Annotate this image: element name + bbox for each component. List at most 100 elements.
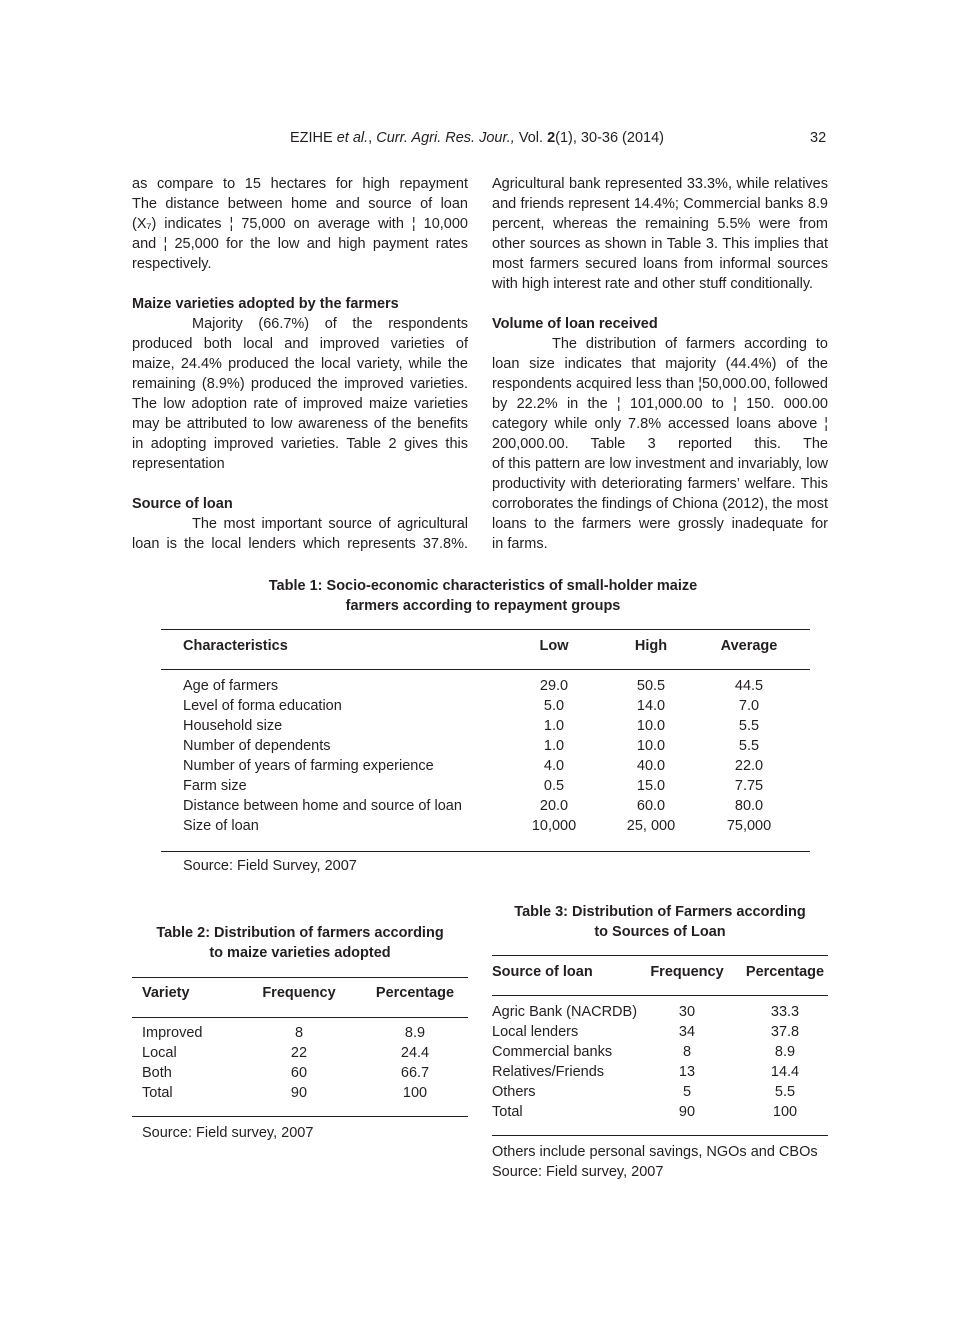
table-cell: 14.0 — [636, 698, 666, 714]
paragraph-line: may be attributed to low awareness of th… — [132, 416, 468, 432]
section-heading: Volume of loan received — [492, 316, 658, 332]
paragraph-line: The most important source of agricultura… — [192, 516, 468, 532]
column-header: Percentage — [745, 964, 825, 980]
running-header: EZIHE et al., Curr. Agri. Res. Jour., Vo… — [290, 130, 664, 146]
table-rule — [492, 1135, 828, 1136]
column-header: Low — [539, 638, 569, 654]
paragraph-line: respondents acquired less than ¦50,000.0… — [492, 376, 828, 392]
header-vol: 2 — [547, 130, 556, 146]
column-header: Average — [720, 638, 778, 654]
table-cell: Total — [492, 1104, 523, 1120]
table-cell: 7.0 — [738, 698, 760, 714]
table-rule — [132, 1017, 468, 1018]
table-cell: Number of years of farming experience — [183, 758, 434, 774]
table-cell: 60.0 — [636, 798, 666, 814]
page-number: 32 — [810, 130, 827, 146]
table-cell: 60 — [290, 1065, 308, 1081]
table-cell: 10.0 — [636, 738, 666, 754]
table-cell: 100 — [402, 1085, 428, 1101]
table-cell: 30 — [678, 1004, 696, 1020]
table-cell: Local — [142, 1045, 177, 1061]
table-title: Table 2: Distribution of farmers accordi… — [156, 925, 444, 941]
paragraph-line: remaining (8.9%) produced the improved v… — [132, 376, 468, 392]
paragraph-line: as compare to 15 hectares for high repay… — [132, 176, 468, 192]
table-rule — [132, 977, 468, 978]
table-cell: 40.0 — [636, 758, 666, 774]
table-cell: 5.0 — [543, 698, 565, 714]
paragraph-line: of this pattern are low investment and i… — [492, 456, 828, 472]
table-cell: Commercial banks — [492, 1044, 613, 1060]
table-cell: Both — [142, 1065, 172, 1081]
table-cell: 22 — [290, 1045, 308, 1061]
paragraph-line: corroborates the findings of Chiona (201… — [492, 496, 828, 512]
table-cell: Improved — [142, 1025, 203, 1041]
table-note: Others include personal savings, NGOs an… — [492, 1144, 818, 1160]
table-cell: 8.9 — [774, 1044, 796, 1060]
column-header: Source of loan — [492, 964, 593, 980]
table-title: Table 3: Distribution of Farmers accordi… — [514, 904, 806, 920]
table-rule — [492, 955, 828, 956]
column-header: Frequency — [650, 964, 724, 980]
column-header: Characteristics — [183, 638, 288, 654]
table-cell: 8 — [682, 1044, 692, 1060]
paragraph-line: most farmers secured loans from informal… — [492, 256, 828, 272]
header-etal: et al. — [336, 130, 369, 146]
table-cell: Size of loan — [183, 818, 259, 834]
paragraph-line: maize, 24.4% produced the local variety,… — [132, 356, 468, 372]
table-cell: 22.0 — [734, 758, 764, 774]
header-issue-pages: (1), 30-36 (2014) — [555, 130, 664, 146]
paragraph-line: other sources as shown in Table 3. This … — [492, 236, 828, 252]
table-cell: Number of dependents — [183, 738, 331, 754]
header-journal: Curr. Agri. Res. Jour., — [376, 130, 515, 146]
paragraph-line: loan size indicates that majority (44.4%… — [492, 356, 828, 372]
table-cell: Relatives/Friends — [492, 1064, 605, 1080]
table-cell: 37.8 — [770, 1024, 800, 1040]
section-heading: Source of loan — [132, 496, 233, 512]
table-cell: 5 — [682, 1084, 692, 1100]
table-cell: Others — [492, 1084, 536, 1100]
table-cell: 4.0 — [543, 758, 565, 774]
paragraph-line: respectively. — [132, 256, 212, 272]
section-heading: Maize varieties adopted by the farmers — [132, 296, 399, 312]
table-rule — [161, 669, 810, 670]
paragraph-line: and friends represent 14.4%; Commercial … — [492, 196, 828, 212]
table-cell: Total — [142, 1085, 173, 1101]
table-cell: 80.0 — [734, 798, 764, 814]
table-cell: 5.5 — [738, 718, 760, 734]
paragraph-line: The low adoption rate of improved maize … — [132, 396, 468, 412]
table-title: to Sources of Loan — [594, 924, 726, 940]
paragraph-line: in adopting improved varieties. Table 2 … — [132, 436, 468, 452]
paragraph-line: percent, whereas the remaining 5.5% were… — [492, 216, 828, 232]
table-cell: 14.4 — [770, 1064, 800, 1080]
table-cell: 8 — [294, 1025, 304, 1041]
table-cell: 100 — [772, 1104, 798, 1120]
paragraph-line: representation — [132, 456, 225, 472]
table-cell: 5.5 — [774, 1084, 796, 1100]
table-note: Source: Field Survey, 2007 — [183, 858, 357, 874]
paragraph-line: by 22.2% in the ¦ 101,000.00 to ¦ 150. 0… — [492, 396, 828, 412]
table-title: farmers according to repayment groups — [345, 598, 621, 614]
column-header: High — [634, 638, 668, 654]
table-cell: 1.0 — [543, 738, 565, 754]
table-cell: 1.0 — [543, 718, 565, 734]
table-cell: 50.5 — [636, 678, 666, 694]
table-cell: 5.5 — [738, 738, 760, 754]
table-cell: 34 — [678, 1024, 696, 1040]
table-note: Source: Field survey, 2007 — [492, 1164, 664, 1180]
table-cell: 44.5 — [734, 678, 764, 694]
paragraph-line: 200,000.00. Table 3 reported this. The c… — [492, 436, 828, 452]
table-cell: 0.5 — [543, 778, 565, 794]
paragraph-line: produced both local and improved varieti… — [132, 336, 468, 352]
table-cell: Distance between home and source of loan — [183, 798, 462, 814]
table-cell: Household size — [183, 718, 283, 734]
table-cell: 20.0 — [539, 798, 569, 814]
table-rule — [161, 851, 810, 852]
table-cell: Local lenders — [492, 1024, 579, 1040]
table-cell: 25, 000 — [626, 818, 676, 834]
paragraph-line: loan is the local lenders which represen… — [132, 536, 468, 552]
table-cell: 13 — [678, 1064, 696, 1080]
paragraph-line: in farms. — [492, 536, 548, 552]
column-header: Frequency — [262, 985, 336, 1001]
table-cell: 33.3 — [770, 1004, 800, 1020]
paragraph-line: loans to the farmers were grossly inadeq… — [492, 516, 828, 532]
